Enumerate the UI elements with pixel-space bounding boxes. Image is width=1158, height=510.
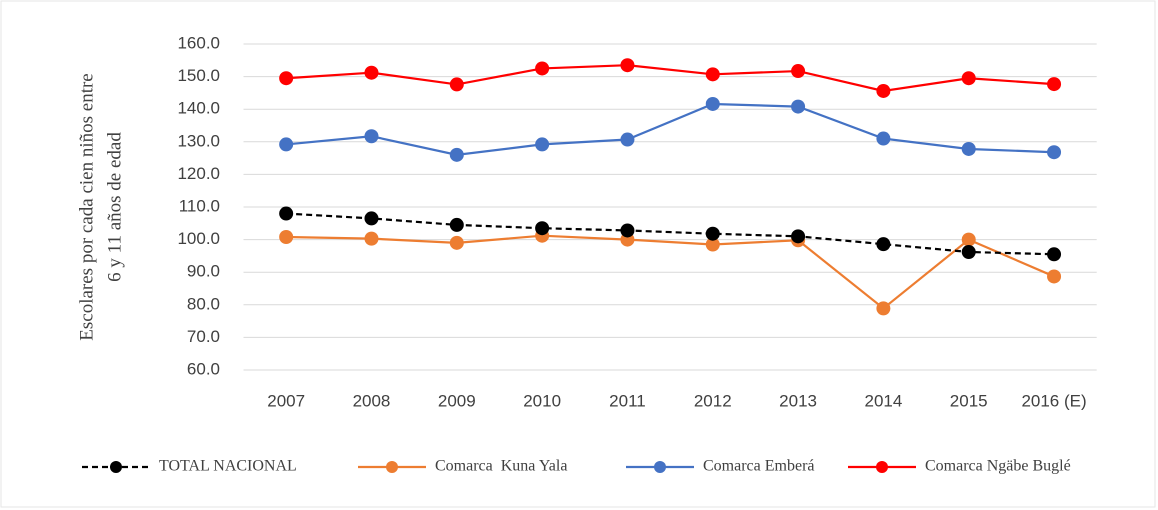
legend-marker	[386, 461, 398, 473]
legend-marker	[654, 461, 666, 473]
series-marker	[791, 229, 806, 244]
y-tick-label: 120.0	[177, 164, 220, 183]
series-marker	[620, 132, 635, 147]
series-marker	[449, 77, 464, 92]
legend-label: Comarca Emberá	[703, 458, 815, 475]
x-tick-label: 2011	[609, 391, 646, 410]
legend-label: TOTAL NACIONAL	[159, 458, 297, 475]
y-axis-label: 6 y 11 años de edad	[104, 132, 125, 282]
series-line	[286, 64, 1055, 93]
series-marker	[620, 223, 635, 238]
series-marker	[961, 141, 976, 156]
series-marker	[876, 131, 891, 146]
series-marker	[705, 226, 720, 241]
series-marker	[620, 58, 635, 73]
y-tick-label: 100.0	[177, 229, 220, 248]
series-marker	[364, 231, 379, 246]
series-marker	[535, 61, 550, 76]
x-tick-label: 2010	[523, 391, 561, 410]
series-marker	[876, 301, 891, 316]
y-tick-label: 110.0	[179, 196, 220, 215]
series-marker	[961, 244, 976, 259]
y-tick-label: 70.0	[187, 327, 220, 346]
series-marker	[961, 232, 976, 247]
series-marker	[876, 83, 891, 98]
series-marker	[279, 229, 294, 244]
x-tick-label: 2008	[353, 391, 391, 410]
series-marker	[705, 67, 720, 82]
series-marker	[279, 71, 294, 86]
x-tick-label: 2009	[438, 391, 476, 410]
legend-label: Comarca Kuna Yala	[435, 458, 567, 475]
y-tick-label: 80.0	[187, 294, 220, 313]
series-line	[286, 234, 1055, 310]
series-marker	[961, 71, 976, 86]
series-marker	[535, 221, 550, 236]
y-tick-label: 130.0	[177, 131, 220, 150]
series-marker	[1047, 145, 1062, 160]
series-marker	[1047, 269, 1062, 284]
y-tick-label: 90.0	[187, 262, 220, 281]
series-marker	[449, 147, 464, 162]
series-marker	[364, 211, 379, 226]
series-line	[286, 212, 1055, 256]
x-tick-label: 2014	[864, 391, 902, 410]
x-tick-label: 2012	[694, 391, 732, 410]
y-tick-label: 60.0	[187, 359, 220, 378]
series-marker	[449, 235, 464, 250]
legend-marker	[110, 461, 122, 473]
series-marker	[449, 217, 464, 232]
series-marker	[1047, 247, 1062, 262]
y-tick-label: 160.0	[177, 33, 220, 52]
legend-label: Comarca Ngäbe Buglé	[925, 458, 1071, 475]
series-marker	[279, 206, 294, 221]
series-marker	[791, 64, 806, 79]
series-marker	[705, 237, 720, 252]
series-line	[286, 102, 1055, 156]
series-marker	[364, 129, 379, 144]
series-marker	[279, 137, 294, 152]
y-tick-label: 140.0	[177, 99, 220, 118]
series-marker	[535, 137, 550, 152]
x-tick-label: 2007	[267, 391, 305, 410]
y-axis-label-line: Escolares por cada cien niños entre	[76, 73, 97, 340]
series-marker	[364, 65, 379, 80]
x-tick-label: 2016 (E)	[1021, 391, 1086, 410]
y-axis-label: Escolares por cada cien niños entre	[76, 73, 97, 340]
legend-marker	[876, 461, 888, 473]
y-axis-label-line: 6 y 11 años de edad	[104, 132, 125, 282]
series-marker	[1047, 77, 1062, 92]
series-marker	[876, 237, 891, 252]
x-tick-label: 2013	[779, 391, 817, 410]
series-marker	[791, 99, 806, 114]
series-marker	[705, 96, 720, 111]
x-tick-label: 2015	[950, 391, 988, 410]
y-tick-label: 150.0	[177, 66, 220, 85]
